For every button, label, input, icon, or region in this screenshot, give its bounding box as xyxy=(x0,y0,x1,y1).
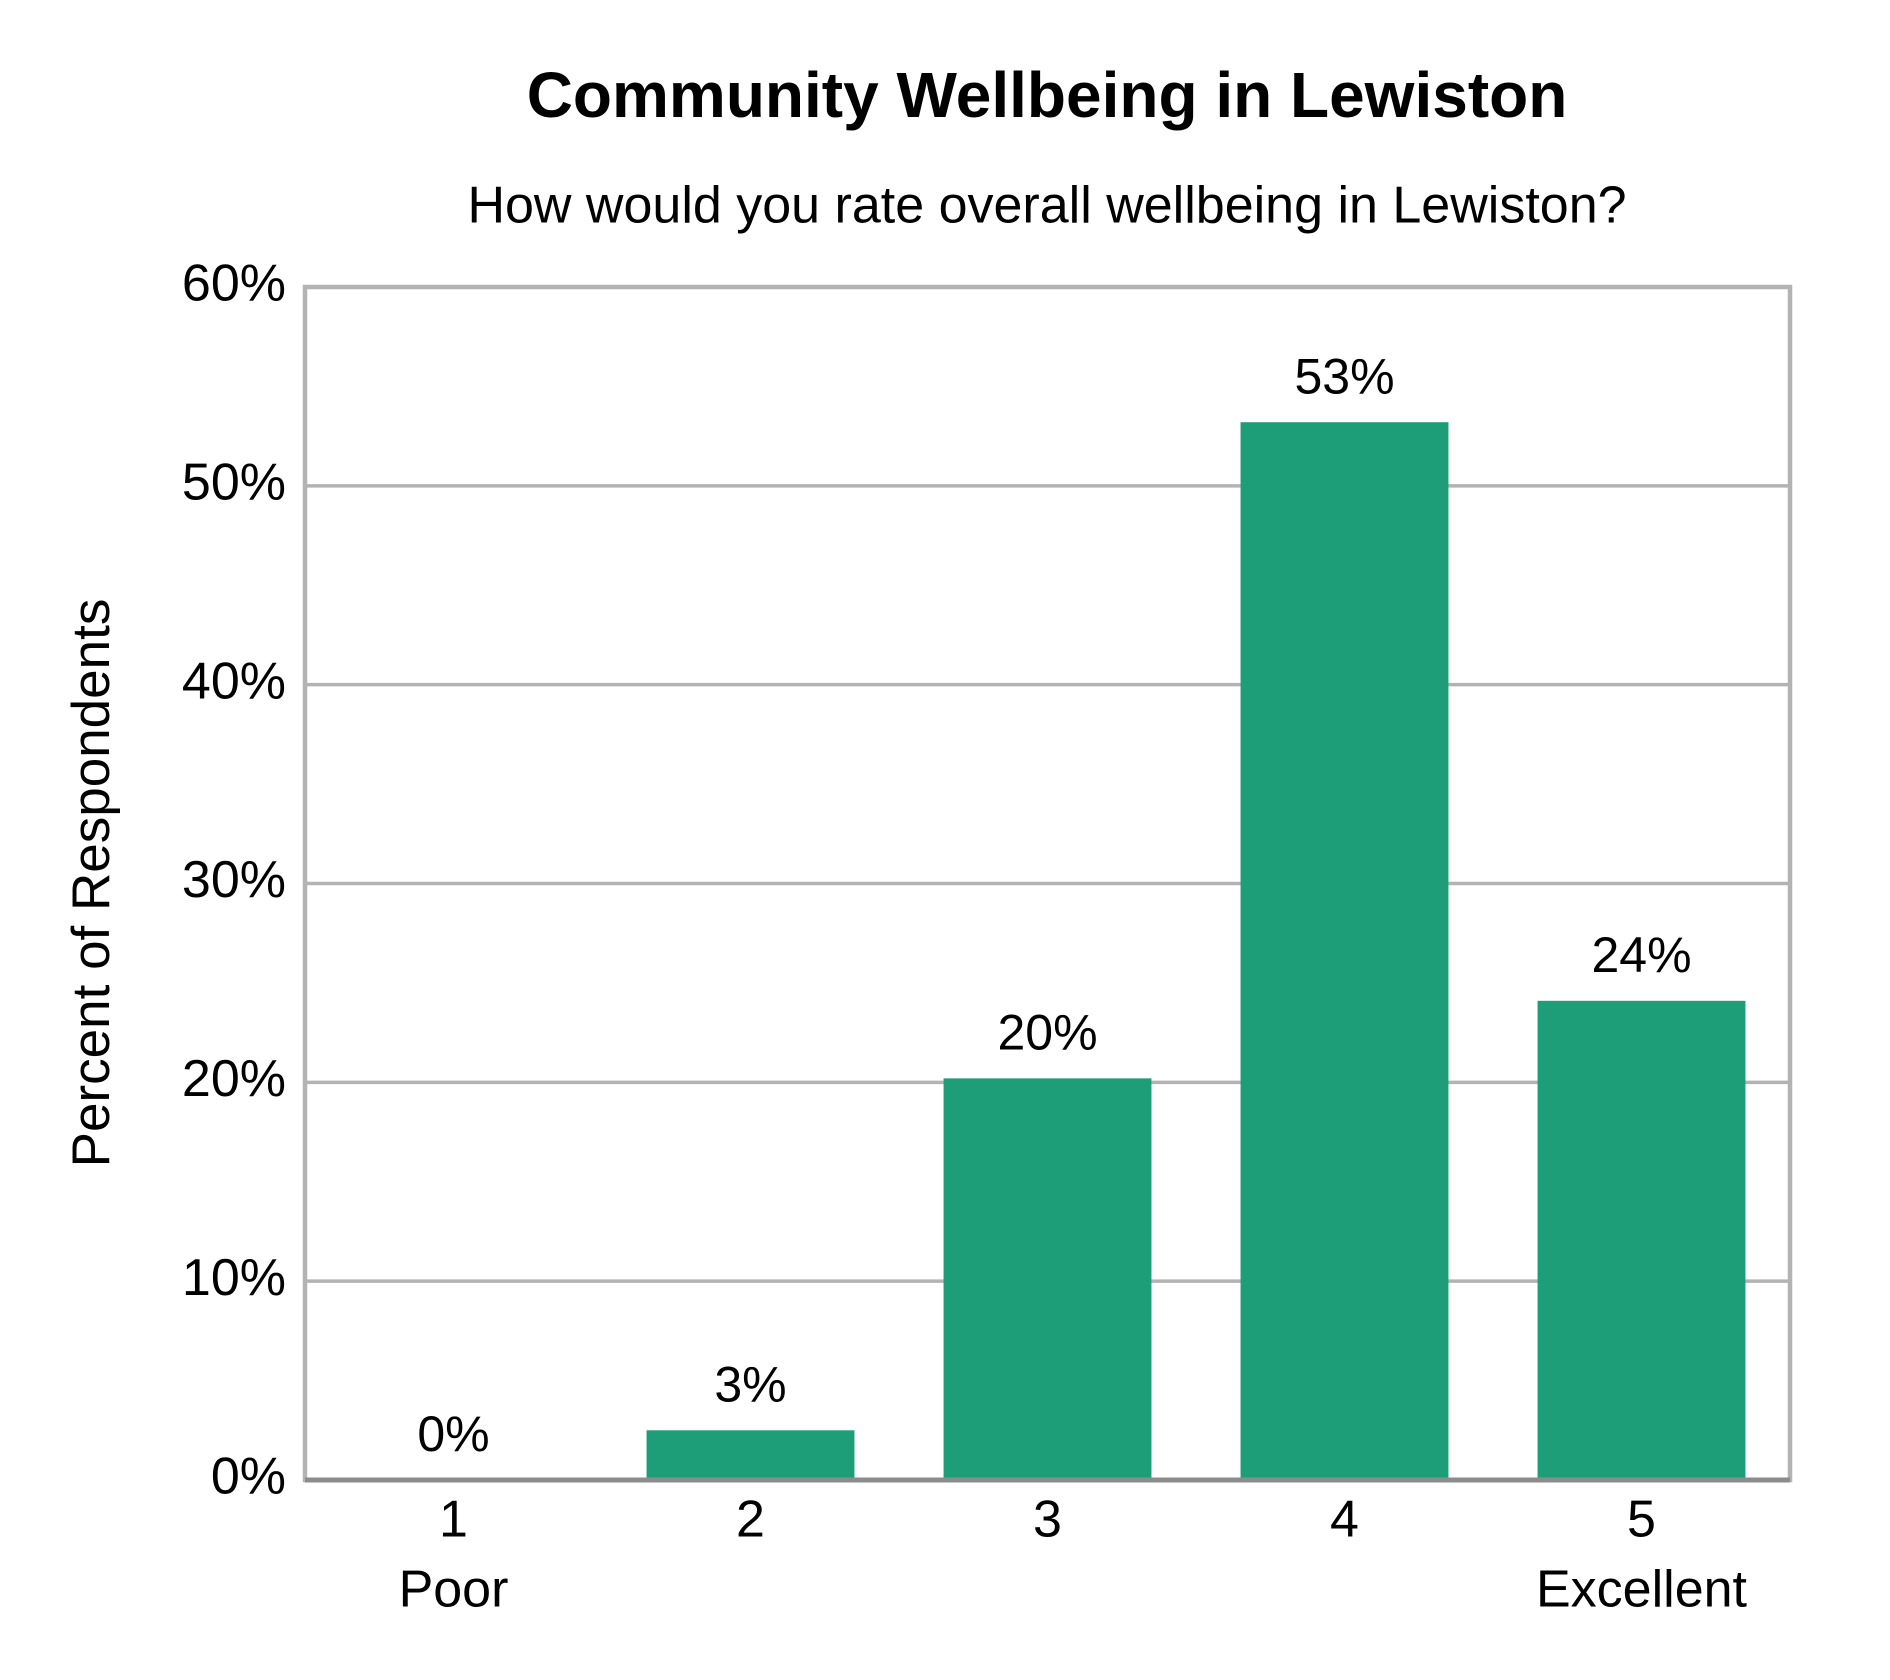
x-tick-sublabel: Poor xyxy=(399,1561,509,1619)
bar xyxy=(646,1430,855,1480)
value-label: 20% xyxy=(997,1005,1097,1061)
value-label: 0% xyxy=(417,1406,489,1462)
chart-title: Community Wellbeing in Lewiston xyxy=(527,59,1568,131)
value-label: 3% xyxy=(714,1356,786,1412)
bar xyxy=(1240,422,1449,1480)
x-tick-label: 5 xyxy=(1627,1491,1656,1549)
bar xyxy=(1537,1000,1746,1480)
y-tick-label: 0% xyxy=(211,1448,286,1506)
value-label: 53% xyxy=(1294,348,1394,404)
x-tick-sublabel: Excellent xyxy=(1536,1561,1748,1619)
x-tick-label: 3 xyxy=(1033,1491,1062,1549)
y-tick-label: 10% xyxy=(182,1249,286,1307)
x-tick-label: 4 xyxy=(1330,1491,1359,1549)
y-axis-label: Percent of Respondents xyxy=(62,599,121,1168)
y-tick-label: 20% xyxy=(182,1050,286,1108)
x-tick-label: 2 xyxy=(736,1491,765,1549)
y-tick-label: 50% xyxy=(182,454,286,512)
x-tick-label: 1 xyxy=(439,1491,468,1549)
y-tick-label: 30% xyxy=(182,851,286,909)
value-label: 24% xyxy=(1591,927,1691,983)
chart-subtitle: How would you rate overall wellbeing in … xyxy=(467,177,1626,235)
bar xyxy=(943,1078,1152,1480)
y-tick-label: 40% xyxy=(182,652,286,710)
y-tick-label: 60% xyxy=(182,255,286,313)
